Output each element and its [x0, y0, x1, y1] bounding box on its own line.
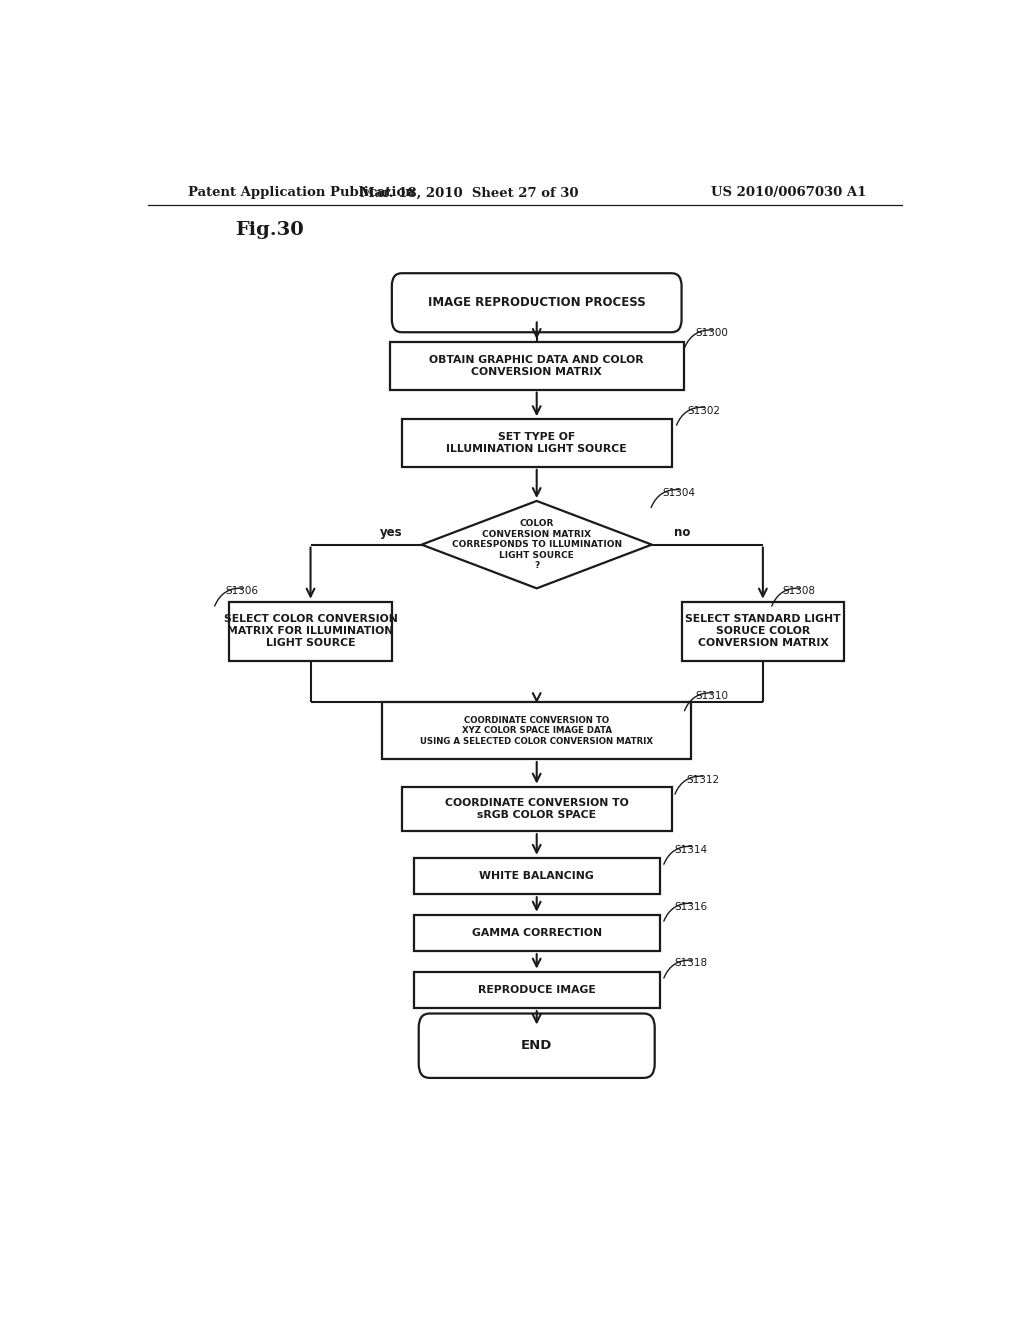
Text: US 2010/0067030 A1: US 2010/0067030 A1 — [711, 186, 866, 199]
Text: S1314: S1314 — [675, 845, 708, 854]
Bar — [682, 602, 844, 660]
Text: S1318: S1318 — [675, 958, 708, 969]
Text: no: no — [674, 525, 690, 539]
Text: REPRODUCE IMAGE: REPRODUCE IMAGE — [478, 985, 596, 995]
Text: IMAGE REPRODUCTION PROCESS: IMAGE REPRODUCTION PROCESS — [428, 296, 645, 309]
Text: Mar. 18, 2010  Sheet 27 of 30: Mar. 18, 2010 Sheet 27 of 30 — [360, 186, 579, 199]
Text: GAMMA CORRECTION: GAMMA CORRECTION — [472, 928, 602, 939]
Text: Patent Application Publication: Patent Application Publication — [187, 186, 415, 199]
Text: S1312: S1312 — [686, 775, 719, 784]
FancyBboxPatch shape — [392, 273, 682, 333]
Text: S1302: S1302 — [687, 405, 721, 416]
Text: S1310: S1310 — [695, 692, 728, 701]
Text: S1306: S1306 — [225, 586, 259, 597]
Text: S1308: S1308 — [782, 586, 816, 597]
Text: SELECT STANDARD LIGHT
SORUCE COLOR
CONVERSION MATRIX: SELECT STANDARD LIGHT SORUCE COLOR CONVE… — [685, 614, 841, 648]
Text: yes: yes — [380, 525, 402, 539]
Text: END: END — [521, 1039, 552, 1052]
Bar — [390, 342, 684, 389]
Bar — [382, 702, 691, 759]
Bar — [401, 787, 672, 832]
FancyBboxPatch shape — [419, 1014, 654, 1078]
Text: COLOR
CONVERSION MATRIX
CORRESPONDS TO ILLUMINATION
LIGHT SOURCE
?: COLOR CONVERSION MATRIX CORRESPONDS TO I… — [452, 519, 622, 570]
Bar — [229, 602, 392, 660]
Text: OBTAIN GRAPHIC DATA AND COLOR
CONVERSION MATRIX: OBTAIN GRAPHIC DATA AND COLOR CONVERSION… — [429, 355, 644, 376]
Text: S1304: S1304 — [663, 488, 695, 498]
Bar — [414, 858, 659, 894]
Text: WHITE BALANCING: WHITE BALANCING — [479, 871, 594, 880]
Text: SET TYPE OF
ILLUMINATION LIGHT SOURCE: SET TYPE OF ILLUMINATION LIGHT SOURCE — [446, 432, 627, 454]
Bar — [401, 420, 672, 467]
Text: COORDINATE CONVERSION TO
sRGB COLOR SPACE: COORDINATE CONVERSION TO sRGB COLOR SPAC… — [444, 799, 629, 820]
Bar — [414, 915, 659, 952]
Text: Fig.30: Fig.30 — [236, 220, 304, 239]
Text: S1300: S1300 — [695, 329, 728, 338]
Text: SELECT COLOR CONVERSION
MATRIX FOR ILLUMINATION
LIGHT SOURCE: SELECT COLOR CONVERSION MATRIX FOR ILLUM… — [223, 614, 397, 648]
Text: S1316: S1316 — [675, 902, 708, 912]
Polygon shape — [422, 500, 652, 589]
Text: COORDINATE CONVERSION TO
XYZ COLOR SPACE IMAGE DATA
USING A SELECTED COLOR CONVE: COORDINATE CONVERSION TO XYZ COLOR SPACE… — [420, 715, 653, 746]
Bar — [414, 972, 659, 1008]
